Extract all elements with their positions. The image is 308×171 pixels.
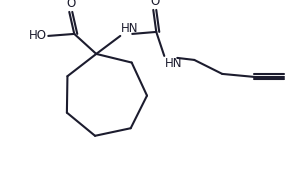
Text: HN: HN bbox=[121, 22, 139, 35]
Text: HO: HO bbox=[29, 29, 47, 42]
Text: O: O bbox=[151, 0, 160, 8]
Text: O: O bbox=[67, 0, 76, 10]
Text: HN: HN bbox=[165, 57, 183, 70]
